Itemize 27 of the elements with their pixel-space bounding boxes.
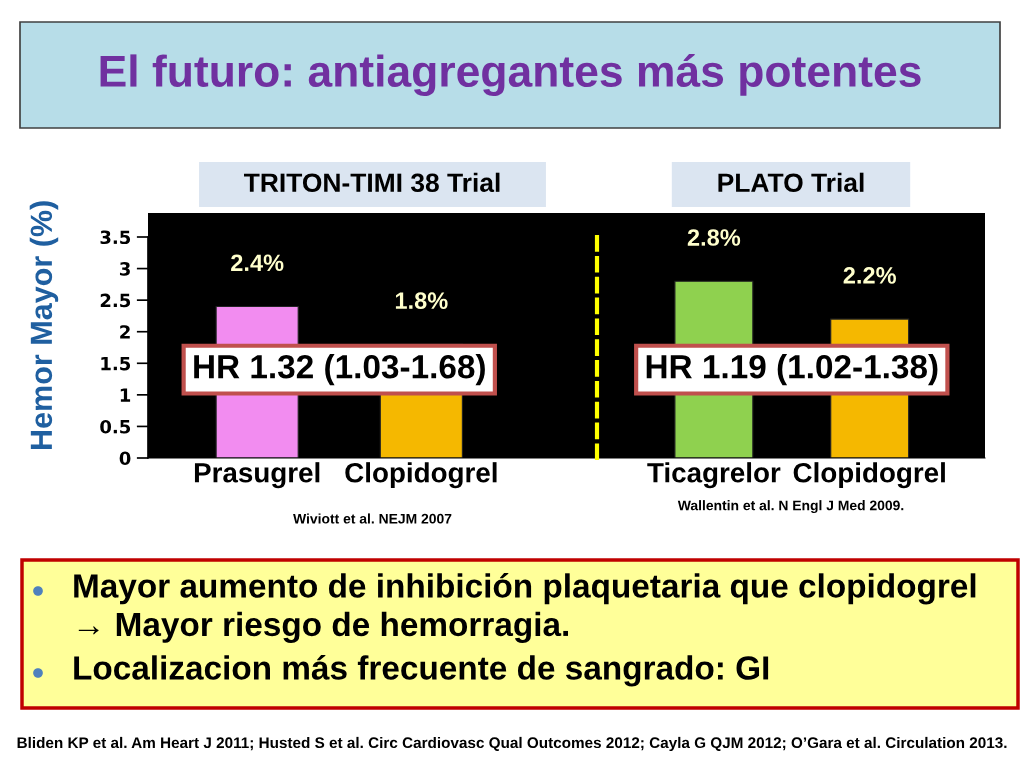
text: Localizacion más frecuente de sangrado: GI [74, 655, 769, 687]
x-tick-label: Prasugrel [194, 462, 320, 489]
annotation: HR 1.32 (1.03-1.68) [194, 354, 485, 386]
y-tick-label: 2 [120, 325, 130, 339]
x-tick-label: Clopidogrel [793, 462, 945, 489]
x-tick-label: Ticagrelor [647, 462, 781, 489]
data-label: 2.4% [231, 254, 284, 272]
y-tick-label: 1 [120, 388, 131, 402]
x-tick-label: Clopidogrel [345, 462, 497, 489]
chart-subtitle: PLATO Trial [718, 172, 864, 193]
y-tick-label: 2.5 [100, 293, 131, 308]
y-axis-title: Hemor Mayor (%) [29, 201, 59, 449]
text: Bliden KP et al. Am Heart J 2011; Husted S et al. Circ Cardiovasc Qual Outcomes 2012; Cayla G QJM 2012; O’Gara et al. Circulation 2013. [17, 736, 1007, 752]
y-tick-label: 1.5 [101, 356, 131, 371]
annotation: HR 1.19 (1.02-1.38) [646, 354, 938, 386]
data-label: 2.8% [687, 229, 741, 246]
data-label: 2.2% [843, 267, 896, 284]
y-tick-label: 3.5 [100, 230, 131, 245]
text: Wallentin et al. N Engl J Med 2009. [677, 500, 904, 514]
chart-subtitle: TRITON-TIMI 38 Trial [244, 172, 500, 193]
chart-title: El futuro: antiagregantes más potentes [100, 53, 921, 97]
text: Wiviott et al. NEJM 2007 [293, 513, 452, 524]
y-tick-label: 3 [119, 262, 130, 276]
data-label: 1.8% [395, 292, 448, 310]
y-tick-label: 0 [119, 451, 131, 466]
y-tick-label: 0.5 [100, 419, 131, 434]
text: Mayor aumento de inhibición plaquetaria que clopidogrel → Mayor riesgo de hemorragia. [74, 573, 976, 643]
